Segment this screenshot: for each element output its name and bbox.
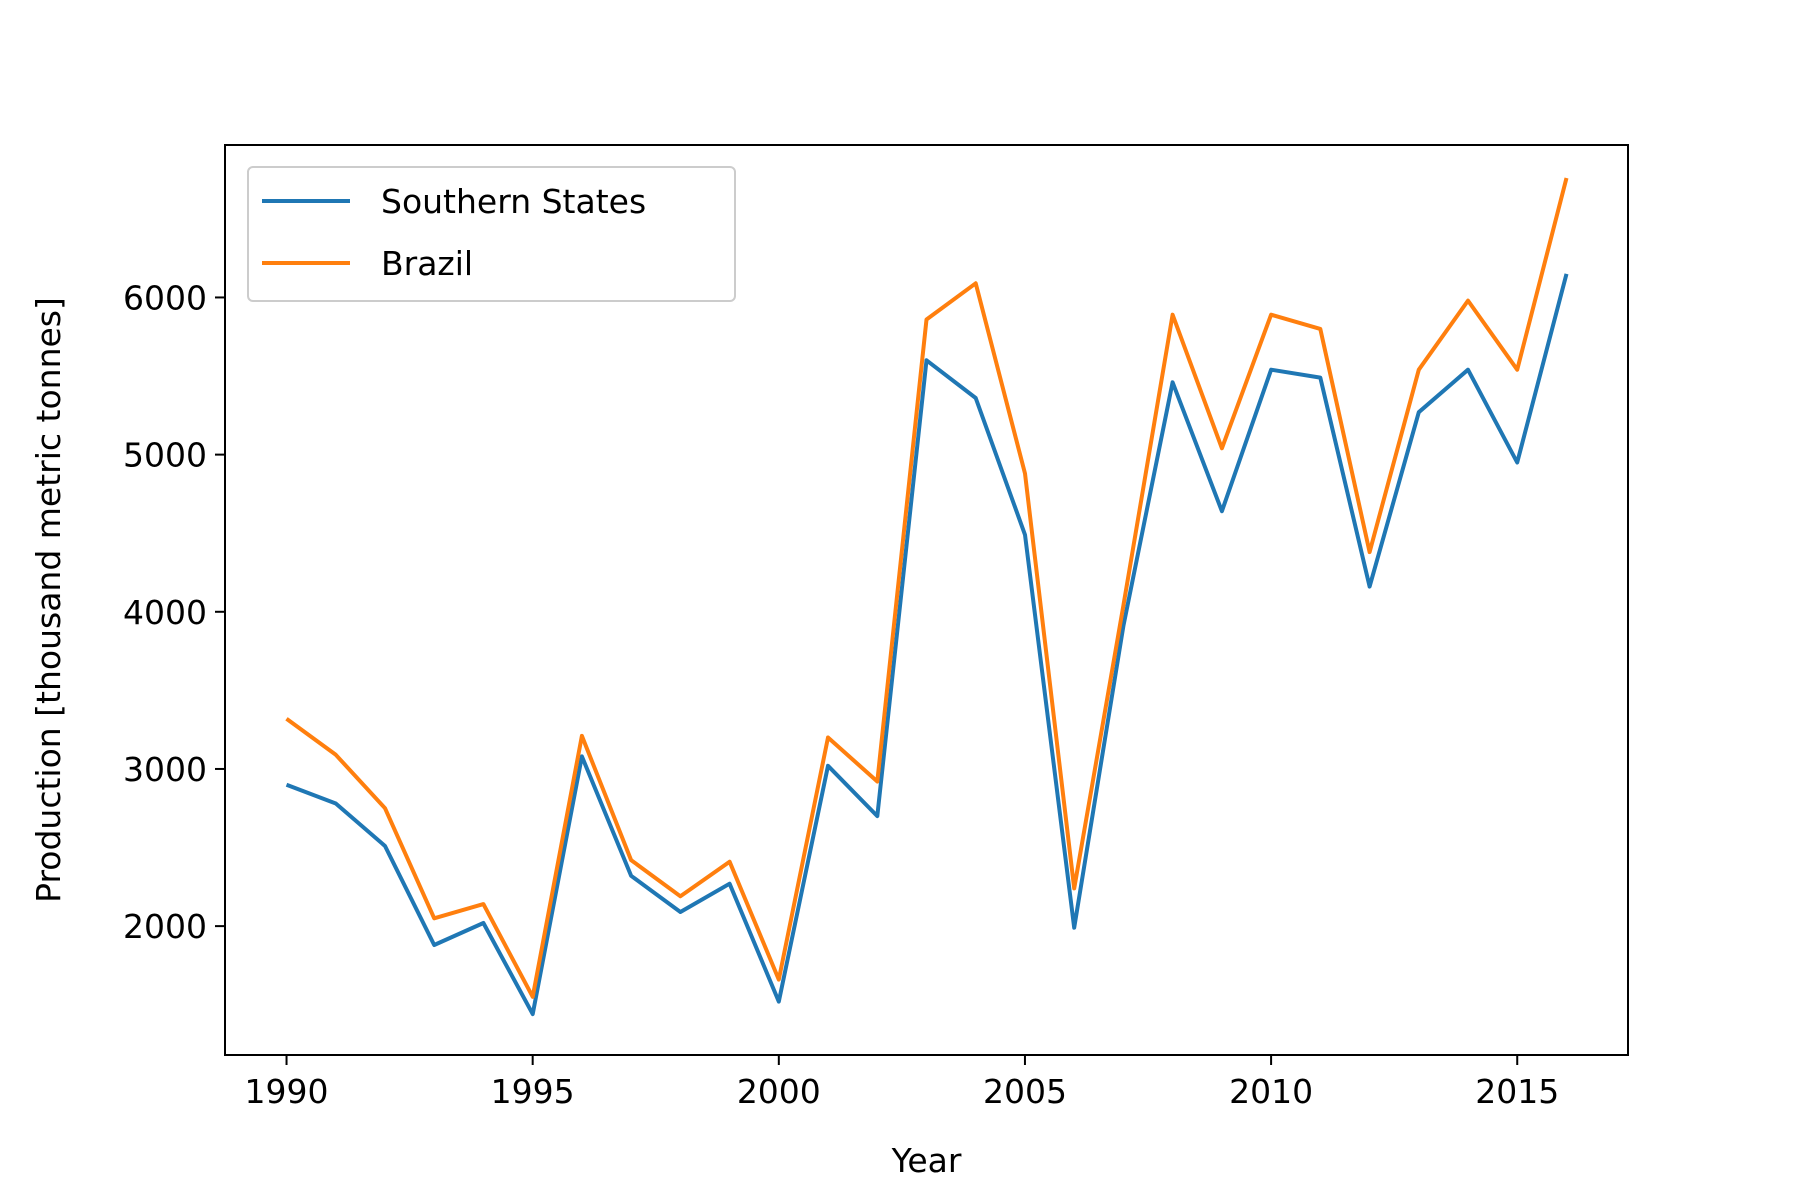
axes-frame bbox=[224, 144, 1629, 1056]
plot-area bbox=[285, 177, 1569, 1017]
y-tick-label-0: 2000 bbox=[123, 907, 207, 946]
axis-ticks: 1990 1995 2000 2005 2010 2015 2000 3000 4000 5000… bbox=[123, 278, 1559, 1111]
x-axis-title: Year bbox=[891, 1141, 962, 1180]
x-tick-label-1: 1995 bbox=[491, 1072, 575, 1111]
legend: Southern States Brazil bbox=[247, 166, 736, 302]
y-tick-label-2: 4000 bbox=[123, 593, 207, 632]
series-line-0 bbox=[285, 273, 1569, 1017]
y-tick-label-3: 5000 bbox=[123, 436, 207, 475]
legend-box bbox=[247, 166, 736, 302]
y-tick-label-1: 3000 bbox=[123, 750, 207, 789]
x-tick-label-3: 2005 bbox=[983, 1072, 1067, 1111]
x-tick-label-5: 2015 bbox=[1475, 1072, 1559, 1111]
y-tick-label-4: 6000 bbox=[123, 278, 207, 317]
series-line-1 bbox=[285, 177, 1569, 999]
legend-label-0: Southern States bbox=[381, 182, 646, 221]
y-axis-title: Production [thousand metric tonnes] bbox=[29, 297, 68, 903]
x-tick-label-0: 1990 bbox=[245, 1072, 329, 1111]
x-tick-label-4: 2010 bbox=[1229, 1072, 1313, 1111]
x-tick-label-2: 2000 bbox=[737, 1072, 821, 1111]
legend-label-1: Brazil bbox=[381, 244, 473, 283]
